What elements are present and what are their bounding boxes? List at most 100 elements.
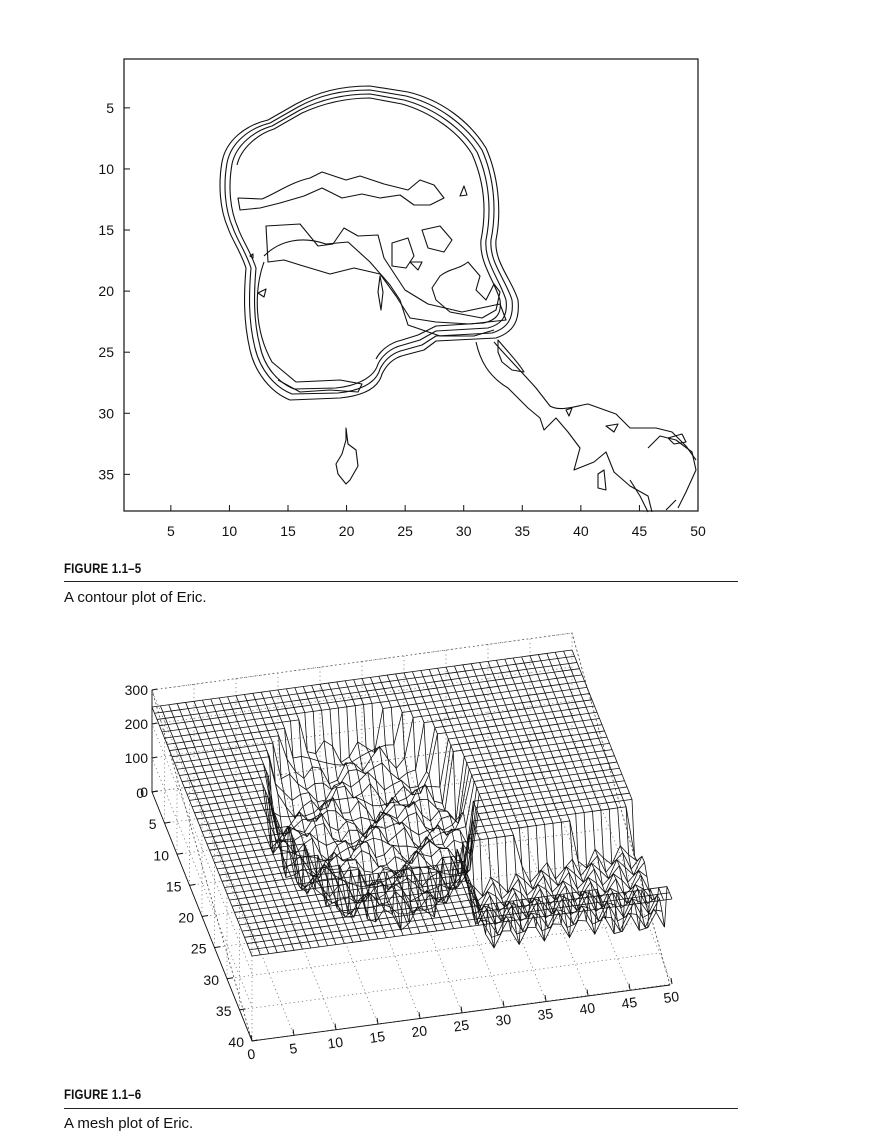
mesh-surface bbox=[151, 649, 673, 957]
x-tick-label: 30 bbox=[494, 1011, 512, 1029]
x-tick-label: 45 bbox=[620, 994, 638, 1012]
grid-line bbox=[235, 780, 337, 1030]
grid-line bbox=[164, 765, 585, 824]
figure-rule bbox=[64, 581, 738, 582]
mesh-line bbox=[470, 663, 572, 925]
mesh-line bbox=[246, 886, 668, 944]
mesh-line bbox=[445, 666, 547, 928]
mesh-line bbox=[487, 661, 589, 925]
x-tick-label: 0 bbox=[246, 1046, 256, 1063]
grid-line bbox=[214, 890, 635, 948]
mesh-line bbox=[191, 749, 613, 846]
mesh-line bbox=[209, 792, 630, 891]
contour-line bbox=[497, 339, 525, 373]
contour-line bbox=[263, 239, 495, 337]
y-tick-mark bbox=[189, 883, 196, 886]
x-tick-label: 20 bbox=[339, 523, 355, 539]
contour-line bbox=[229, 93, 507, 390]
mesh-line bbox=[241, 898, 663, 949]
mesh-line bbox=[194, 755, 615, 862]
contour-line bbox=[493, 341, 697, 461]
contour-line bbox=[459, 185, 468, 197]
contour-line bbox=[475, 341, 653, 513]
y-tick-mark bbox=[151, 790, 159, 793]
y-tick-label: 25 bbox=[191, 941, 207, 957]
y-tick-label: 40 bbox=[228, 1034, 244, 1050]
mesh-line bbox=[437, 668, 538, 932]
grid-line bbox=[189, 828, 610, 886]
contour-line bbox=[237, 171, 445, 211]
mesh-line bbox=[294, 687, 396, 937]
x-tick-mark bbox=[376, 1017, 379, 1024]
figure-rule bbox=[64, 1108, 738, 1109]
mesh-line bbox=[204, 780, 625, 888]
x-tick-label: 40 bbox=[578, 999, 596, 1017]
mesh-y-axis: 05 10 15 20 25 30 35 40 bbox=[136, 785, 259, 1050]
grid-line bbox=[193, 786, 295, 1036]
mesh-line bbox=[179, 718, 600, 818]
contour-line bbox=[219, 85, 519, 401]
mesh-line bbox=[229, 867, 650, 916]
mesh-line bbox=[166, 686, 588, 766]
grid-line bbox=[151, 734, 573, 793]
mesh-line bbox=[479, 662, 580, 938]
x-tick-label: 15 bbox=[368, 1028, 386, 1046]
x-tick-mark bbox=[250, 1034, 253, 1042]
x-tick-mark bbox=[544, 995, 547, 1002]
figure-label: FIGURE 1.1–5 bbox=[64, 560, 142, 576]
mesh-line bbox=[512, 657, 614, 921]
mesh-line bbox=[428, 669, 530, 945]
mesh-line bbox=[224, 855, 645, 931]
contour-line bbox=[565, 407, 573, 417]
z-tick-label: 0 bbox=[140, 784, 148, 800]
mesh-line bbox=[161, 674, 583, 733]
mesh-line bbox=[361, 678, 463, 928]
mesh-line bbox=[244, 889, 665, 938]
mesh-line bbox=[538, 654, 639, 918]
grid-line bbox=[487, 746, 589, 996]
y-tick-label: 30 bbox=[98, 405, 114, 421]
contour-line bbox=[667, 433, 687, 445]
mesh-line bbox=[236, 886, 658, 936]
contour-line bbox=[431, 261, 501, 319]
y-tick-label: 25 bbox=[98, 344, 114, 360]
contour-line bbox=[257, 288, 267, 298]
mesh-line bbox=[251, 898, 673, 957]
mesh-line bbox=[206, 786, 628, 894]
y-tick-label: 5 bbox=[106, 100, 114, 116]
x-tick-label: 10 bbox=[326, 1034, 344, 1052]
mesh-line bbox=[218, 697, 320, 948]
x-tick-mark bbox=[418, 1012, 421, 1019]
x-tick-label: 15 bbox=[280, 523, 296, 539]
mesh-line bbox=[210, 698, 312, 949]
mesh-line bbox=[319, 684, 421, 934]
mesh-line bbox=[151, 649, 573, 708]
contour-y-axis: 5 10 15 20 25 30 35 bbox=[98, 100, 130, 482]
mesh-line bbox=[277, 689, 379, 940]
mesh-line bbox=[252, 693, 354, 943]
mesh-line bbox=[571, 649, 673, 928]
contour-line bbox=[265, 223, 507, 325]
x-tick-mark bbox=[334, 1023, 337, 1030]
grid-line bbox=[277, 774, 379, 1025]
contour-line bbox=[236, 97, 501, 360]
z-tick-label: 200 bbox=[125, 716, 149, 732]
figure-caption: A mesh plot of Eric. bbox=[64, 1115, 194, 1132]
mesh-line bbox=[160, 705, 261, 956]
mesh-line bbox=[302, 686, 404, 936]
x-tick-label: 50 bbox=[662, 988, 680, 1006]
y-tick-label: 20 bbox=[178, 910, 194, 926]
x-tick-label: 5 bbox=[288, 1040, 298, 1057]
mesh-line bbox=[311, 685, 412, 935]
grid-line bbox=[201, 859, 623, 917]
z-tick-mark bbox=[151, 722, 158, 725]
mesh-line bbox=[226, 861, 648, 911]
mesh-line bbox=[151, 706, 253, 957]
y-tick-label: 5 bbox=[149, 816, 157, 832]
contour-line bbox=[665, 499, 677, 511]
mesh-line bbox=[189, 742, 610, 854]
mesh-line bbox=[184, 730, 605, 836]
mesh-line bbox=[234, 880, 655, 926]
grid-line bbox=[226, 921, 648, 980]
mesh-line bbox=[546, 653, 648, 931]
